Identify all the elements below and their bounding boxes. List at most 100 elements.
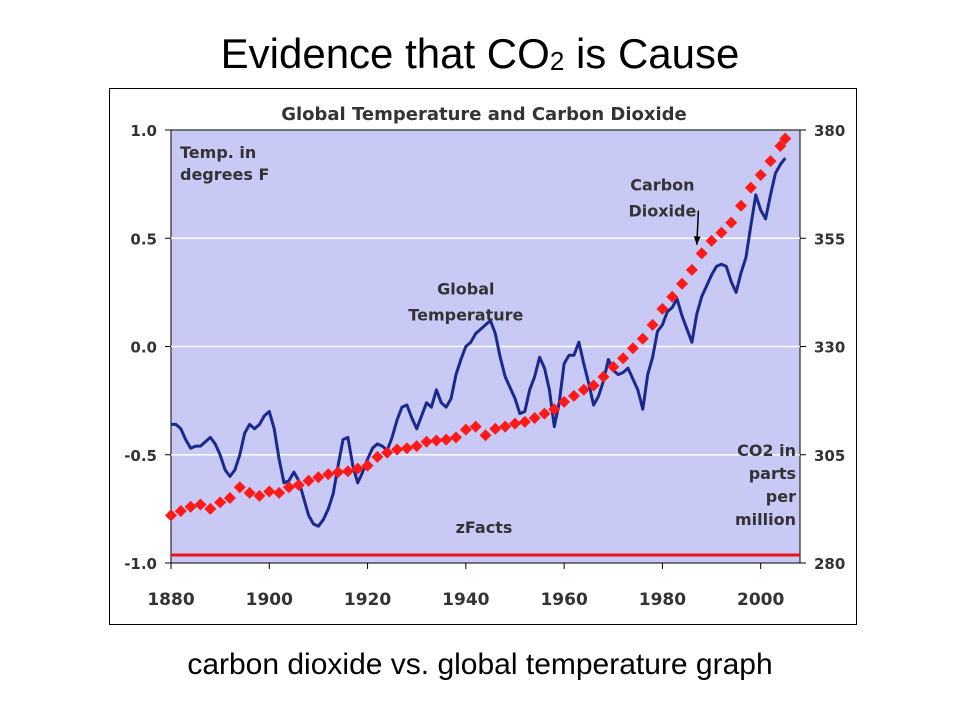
co2-point <box>548 403 561 416</box>
co2-point <box>302 474 315 487</box>
co2-point <box>273 486 286 499</box>
co2-point <box>617 352 630 365</box>
x-tick-label: 1980 <box>639 590 686 610</box>
temperature-annotation: Temperature <box>408 306 523 325</box>
x-tick-label: 1920 <box>344 590 391 610</box>
y-right-tick-label: 355 <box>814 230 845 248</box>
co2-point <box>440 433 453 446</box>
y-left-tick-label: -1.0 <box>124 555 157 573</box>
co2-point <box>243 486 256 499</box>
co2-point <box>194 498 207 511</box>
co2-point <box>263 485 276 498</box>
co2-point <box>754 169 767 182</box>
co2-point <box>479 429 492 442</box>
co2-point <box>558 395 571 408</box>
x-tick-label: 1900 <box>246 590 293 610</box>
temperature-annotation: Global <box>437 280 494 299</box>
co2-point <box>607 360 620 373</box>
co2-point <box>626 342 639 355</box>
co2-point <box>518 415 531 428</box>
co2-point <box>341 465 354 478</box>
axis-labels: Temp. in degrees F CO2 in parts per million zF… <box>180 143 796 537</box>
co2-point <box>214 496 227 509</box>
y-left-tick-label: 0.0 <box>130 339 157 357</box>
y-right-label: per <box>766 487 796 506</box>
y-left-tick-label: 0.5 <box>130 230 157 248</box>
y-right-tick-label: 330 <box>814 339 845 357</box>
series <box>165 132 800 557</box>
co2-point <box>685 263 698 276</box>
y-right-tick-label: 305 <box>814 447 845 465</box>
title-subscript: 2 <box>549 46 565 76</box>
co2-point <box>774 140 787 153</box>
co2-point <box>322 468 335 481</box>
co2-point <box>253 489 266 502</box>
co2-point <box>184 500 197 513</box>
co2-point <box>567 389 580 402</box>
temperature-line <box>171 157 787 528</box>
co2-point <box>577 383 590 396</box>
co2-point <box>165 509 177 522</box>
co2-point <box>420 435 433 448</box>
co2-point <box>223 492 236 505</box>
co2-point <box>174 505 187 518</box>
co2-point <box>528 411 541 424</box>
watermark: zFacts <box>456 518 513 537</box>
co2-point <box>361 459 374 472</box>
co2-point <box>725 216 738 229</box>
chart-title: Global Temperature and Carbon Dioxide <box>281 104 687 125</box>
x-tick-label: 1880 <box>147 590 194 610</box>
co2-point <box>636 332 649 345</box>
co2-point <box>597 370 610 383</box>
co2-point <box>695 247 708 260</box>
co2-point <box>587 379 600 392</box>
co2-point <box>391 443 404 456</box>
co2-point <box>676 277 689 290</box>
co2-point <box>312 471 325 484</box>
co2-point <box>233 481 246 494</box>
co2-point <box>459 423 472 436</box>
co2-point <box>400 442 413 455</box>
slide-title: Evidence that CO2 is Cause <box>0 30 960 78</box>
co2-point <box>735 199 748 212</box>
co2-point <box>489 422 502 435</box>
co2-point <box>764 155 777 168</box>
y-right-tick-label: 280 <box>814 555 845 573</box>
co2-point <box>204 502 217 515</box>
x-tick-label: 2000 <box>737 590 784 610</box>
co2-point <box>332 466 345 479</box>
y-right-label: CO2 in <box>737 441 796 460</box>
co2-point <box>282 481 295 494</box>
co2-point <box>410 440 423 453</box>
co2-point <box>656 302 669 315</box>
co2-point <box>705 234 718 247</box>
title-prefix: Evidence that CO <box>220 30 550 77</box>
annotations: Global Temperature Carbon Dioxide <box>408 176 701 325</box>
axes: 1.0 0.5 0.0 -0.5 -1.0 380 355 330 305 280 1880 1900… <box>124 122 845 610</box>
co2-annotation: Carbon <box>630 176 694 195</box>
y-left-label: Temp. in <box>180 143 256 162</box>
x-tick-label: 1960 <box>540 590 587 610</box>
y-right-tick-label: 380 <box>814 122 845 140</box>
y-right-label: million <box>735 510 796 529</box>
slide-caption: carbon dioxide vs. global temperature gr… <box>187 648 773 681</box>
co2-point <box>744 181 757 194</box>
y-right-label: parts <box>749 464 796 483</box>
co2-point <box>646 318 659 331</box>
x-tick-label: 1940 <box>442 590 489 610</box>
co2-point <box>499 420 512 433</box>
y-left-label: degrees F <box>180 165 269 184</box>
title-suffix: is Cause <box>564 30 740 77</box>
co2-point <box>371 450 384 463</box>
y-left-tick-label: 1.0 <box>130 122 157 140</box>
co2-annotation: Dioxide <box>628 202 696 221</box>
y-left-tick-label: -0.5 <box>124 447 157 465</box>
co2-point <box>381 446 394 459</box>
co2-point <box>715 226 728 239</box>
co2-point <box>666 290 679 303</box>
co2-point <box>292 479 305 492</box>
co2-point <box>430 434 443 447</box>
co2-point <box>779 132 792 145</box>
annotation-arrowhead <box>693 236 701 245</box>
